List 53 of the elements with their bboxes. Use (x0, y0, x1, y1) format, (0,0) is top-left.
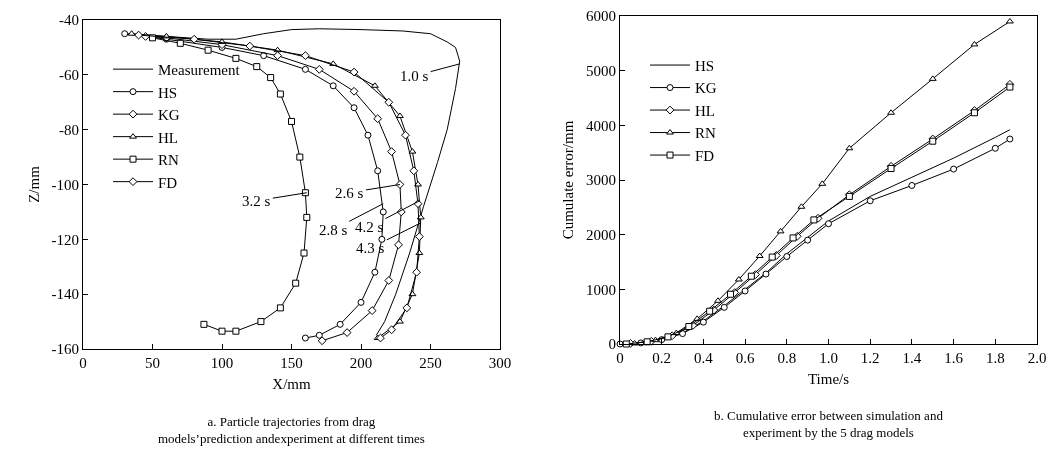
y-tick-label: -120 (51, 231, 79, 248)
y-tick-label: 2000 (586, 226, 616, 243)
x-tick-label: 1.8 (985, 350, 1005, 366)
y-tick-label: 1000 (586, 281, 616, 298)
legend-label: FD (158, 174, 178, 191)
x-tick-label: 1.0 (819, 350, 838, 366)
annotation: 4.3 s (356, 240, 385, 256)
legend-label: HL (695, 102, 716, 119)
text: a. Particle trajectories from drag models’prediction andexperiment at different times (158, 414, 425, 446)
annotation: 3.2 s (242, 193, 271, 209)
x-tick-label: 250 (419, 355, 442, 371)
legend-label: RN (695, 125, 717, 142)
legend-label: HS (695, 57, 715, 74)
y-tick-label: -80 (59, 121, 79, 138)
y-axis-title: Z/mm (25, 165, 42, 203)
y-tick-label: 5000 (586, 62, 616, 79)
legend-label: KG (695, 80, 717, 97)
x-tick-label: 0.2 (652, 350, 672, 366)
y-tick-label: -140 (51, 286, 79, 303)
y-tick-label: -40 (59, 12, 79, 29)
x-tick-label: 200 (349, 355, 373, 371)
x-tick-label: 1.4 (902, 350, 922, 366)
y-tick-label: 6000 (586, 8, 616, 25)
annotation: 1.0 s (400, 68, 429, 84)
x-tick-label: 150 (280, 355, 303, 371)
legend-label: HL (158, 129, 179, 146)
legend-label: RN (158, 152, 180, 168)
annotation: 4.2 s (355, 219, 384, 235)
y-tick-label: 0 (608, 336, 616, 353)
legend-label: Measurement (158, 62, 241, 78)
legend-label: KG (158, 107, 180, 123)
y-tick-label: -100 (51, 176, 79, 193)
y-tick-label: 3000 (586, 172, 616, 189)
annotation: 2.6 s (335, 185, 364, 201)
y-tick-label: -160 (51, 341, 79, 358)
x-tick-label: 0.6 (735, 350, 755, 366)
x-axis-title: Time/s (807, 371, 850, 387)
x-tick-label: 1.6 (944, 350, 964, 366)
x-tick-label: 100 (210, 355, 234, 371)
annotation: 2.8 s (319, 222, 348, 238)
y-axis-title: Cumulate error/mm (560, 120, 577, 240)
x-tick-label: 1.2 (860, 350, 880, 366)
x-tick-label: 2.0 (1027, 350, 1047, 366)
x-tick-label: 50 (145, 355, 160, 371)
x-tick-label: 300 (488, 355, 512, 371)
y-tick-label: -60 (59, 67, 79, 84)
text: b. Cumulative error between simulation and experiment by the 5 drag models (714, 408, 944, 440)
x-axis-title: X/mm (272, 376, 311, 392)
x-tick-label: 0.8 (777, 350, 797, 366)
y-tick-label: 4000 (586, 117, 616, 134)
legend-label: FD (695, 147, 715, 164)
legend-label: HS (158, 84, 178, 101)
x-tick-label: 0.4 (694, 350, 714, 366)
